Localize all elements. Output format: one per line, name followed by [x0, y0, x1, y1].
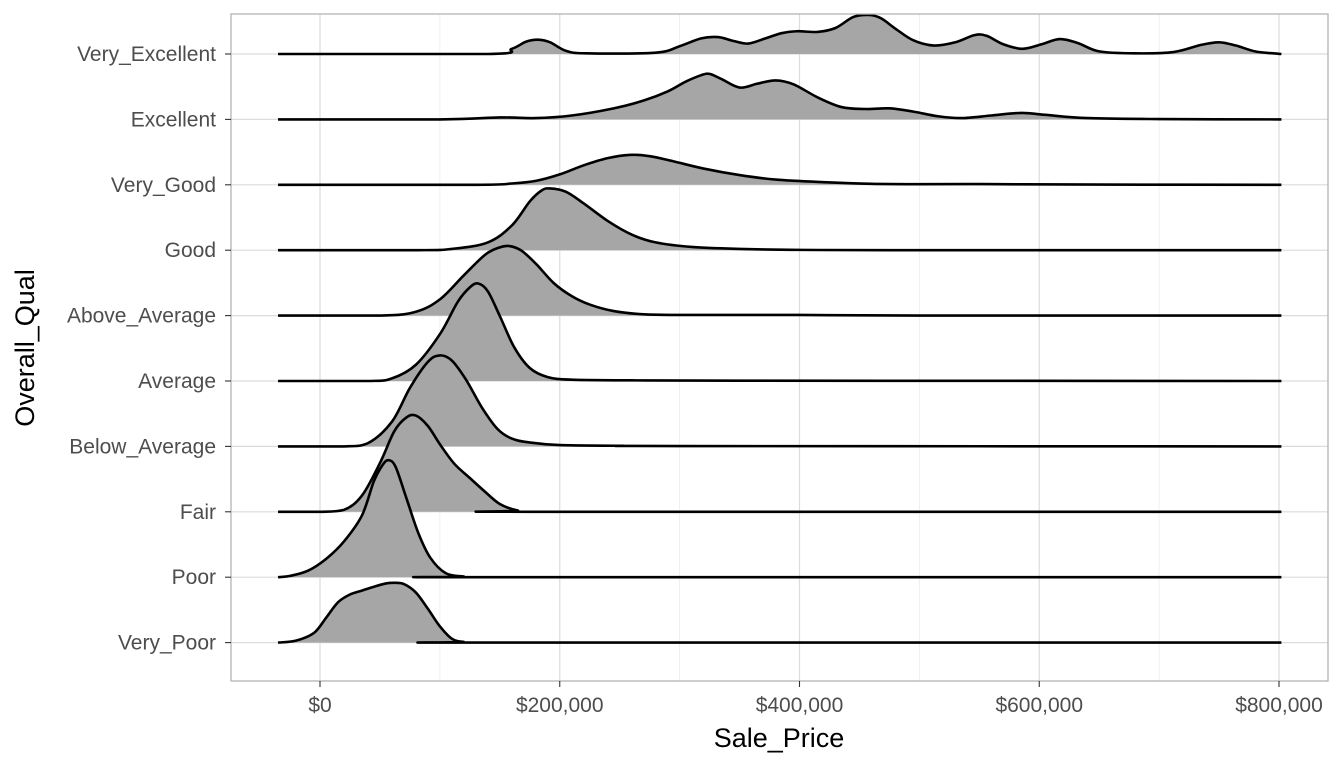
ridge-line-Poor: [277, 458, 1282, 579]
ridge-Good: [278, 187, 1282, 252]
y-tick-label: Very_Poor: [118, 632, 216, 655]
x-tick-label: $800,000: [1235, 694, 1323, 717]
ridge-line-Above_Average: [278, 244, 1282, 317]
ridge-Very_Excellent: [278, 13, 1282, 56]
ridge-Excellent: [278, 72, 1282, 121]
y-tick-label: Very_Excellent: [77, 43, 216, 66]
y-tick-label: Average: [138, 370, 216, 393]
x-tick-label: $0: [308, 694, 331, 717]
ridge-Very_Poor: [277, 581, 1282, 644]
y-tick-label: Good: [165, 239, 216, 262]
ridge-line-Excellent: [278, 72, 1282, 121]
ridge-line-Average: [278, 282, 1282, 383]
ridge-Below_Average: [278, 354, 1282, 448]
ridge-line-Fair: [278, 413, 1282, 514]
x-tick-label: $600,000: [995, 694, 1083, 717]
y-tick-label: Very_Good: [111, 174, 216, 197]
x-axis-title: Sale_Price: [714, 723, 845, 753]
ridge-fill-Average: [278, 283, 1282, 381]
y-tick-label: Below_Average: [69, 435, 216, 458]
ridges: [277, 13, 1282, 644]
x-tick-label: $400,000: [756, 694, 844, 717]
y-axis: Very_Poor Poor Fair Below_Average Average Abo…: [67, 43, 231, 655]
plot-panel-border: [230, 13, 1329, 682]
ridge-line-Very_Excellent: [278, 13, 1282, 56]
y-tick-label: Above_Average: [67, 305, 216, 328]
y-tick-label: Excellent: [131, 108, 216, 131]
ridge-Very_Good: [278, 153, 1282, 187]
y-tick-label: Fair: [180, 501, 216, 524]
ridge-Average: [278, 282, 1282, 383]
y-axis-title: Overall_Qual: [10, 269, 40, 427]
x-axis: $0 $200,000 $400,000 $600,000 $800,000: [308, 681, 1323, 717]
ridge-line-Very_Poor: [277, 581, 1282, 644]
ridge-Poor: [277, 458, 1282, 579]
ridge-line-Good: [278, 187, 1282, 252]
y-tick-label: Poor: [172, 566, 216, 589]
x-tick-label: $200,000: [516, 694, 604, 717]
ridge-line-Below_Average: [278, 354, 1282, 448]
ridge-Above_Average: [278, 244, 1282, 317]
ridge-fill-Very_Poor: [278, 582, 1282, 643]
ridge-line-Very_Good: [278, 153, 1282, 187]
ridge-fill-Excellent: [278, 73, 1282, 120]
ridge-fill-Above_Average: [278, 245, 1282, 316]
